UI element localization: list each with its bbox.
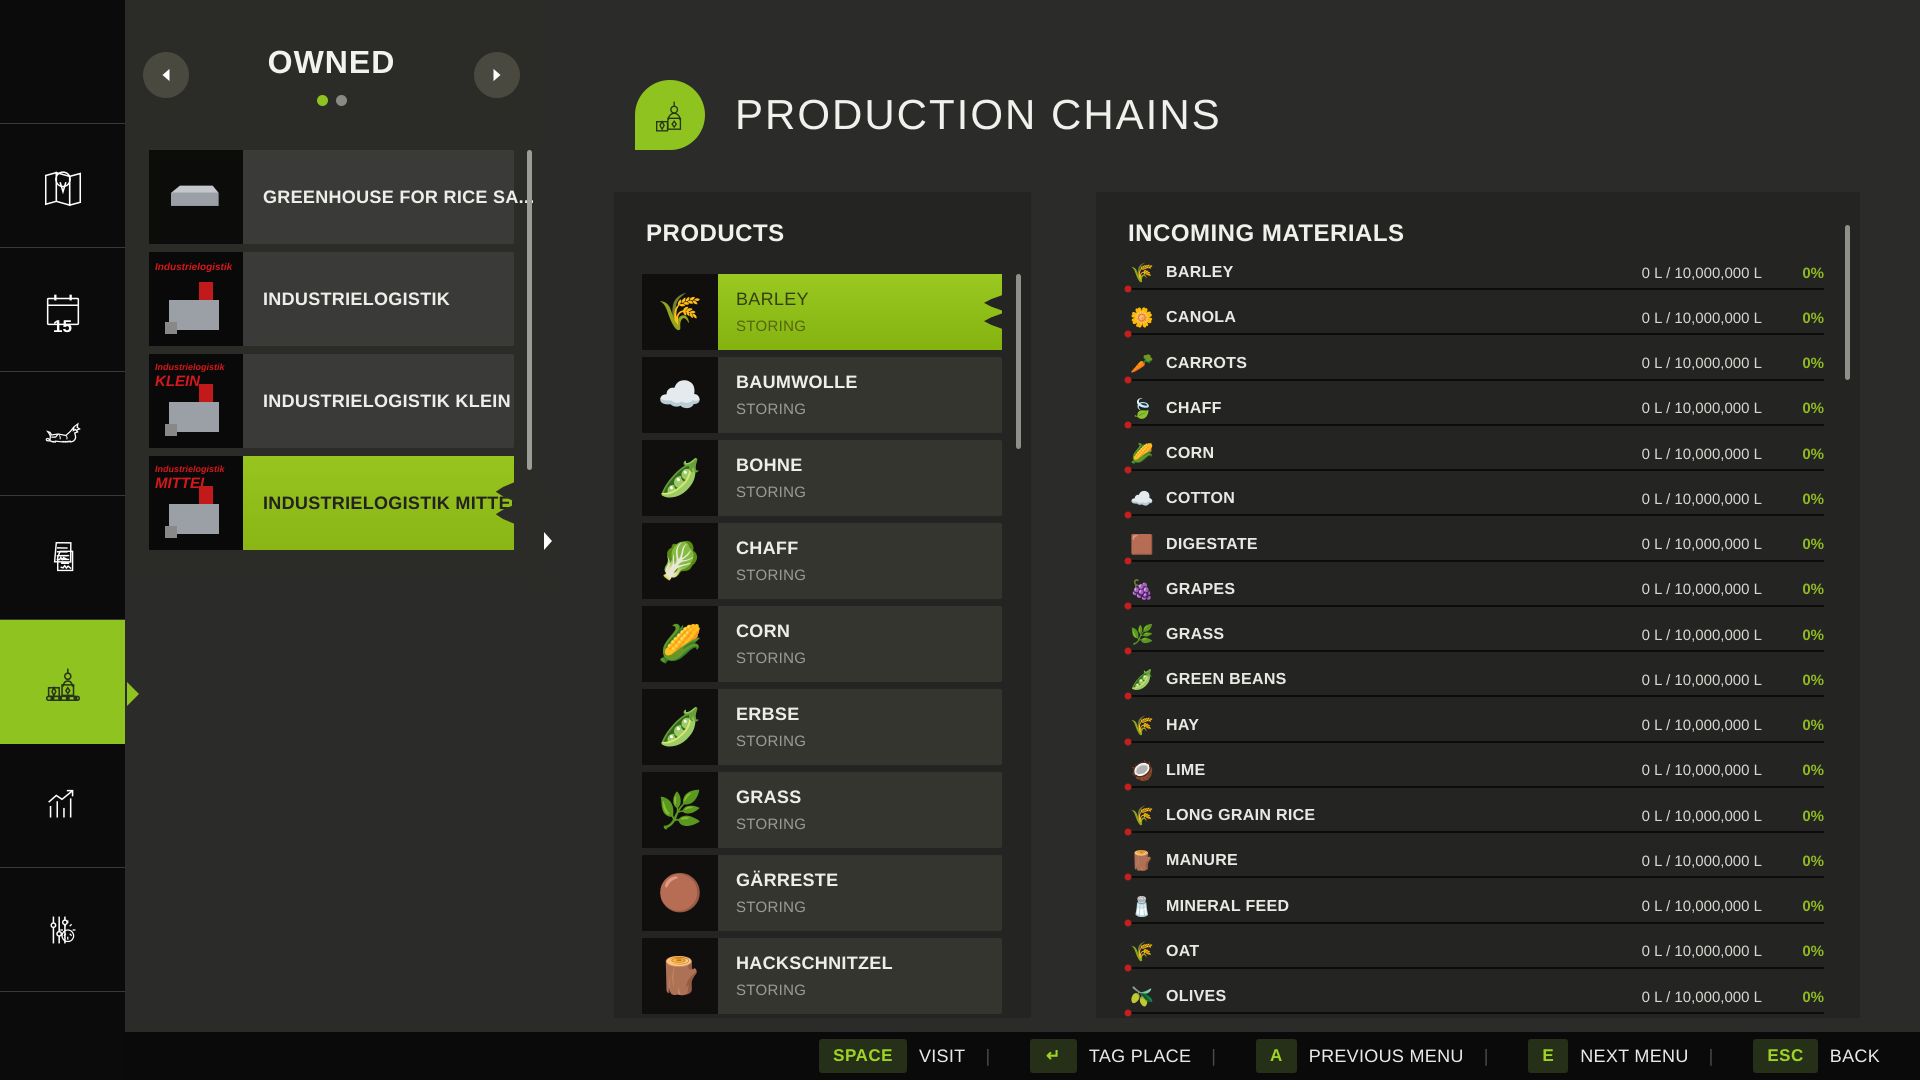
svg-text:KLEIN: KLEIN	[155, 373, 201, 390]
svg-text:Industrielogistik: Industrielogistik	[155, 262, 233, 273]
svg-text:Industrielogistik: Industrielogistik	[155, 464, 226, 474]
svg-text:Industrielogistik: Industrielogistik	[155, 362, 226, 372]
